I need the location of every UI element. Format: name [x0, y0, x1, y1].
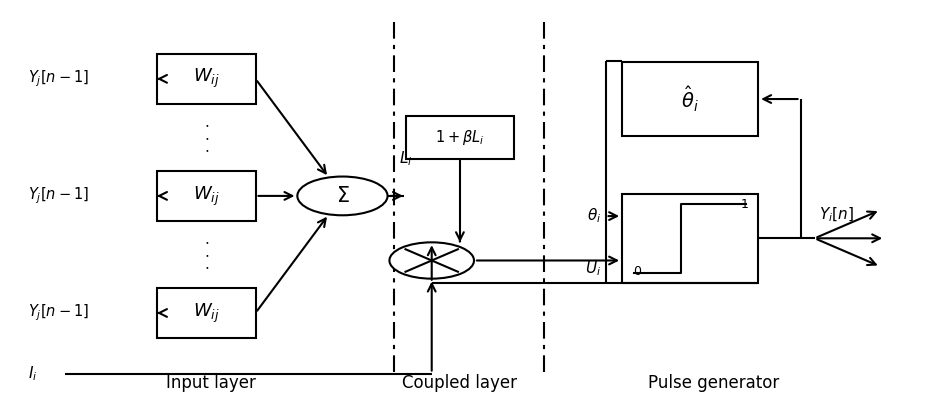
Text: 1: 1 — [741, 198, 749, 211]
Circle shape — [390, 242, 474, 279]
Text: $I_i$: $I_i$ — [27, 364, 37, 383]
Text: $Y_j[n-1]$: $Y_j[n-1]$ — [27, 303, 88, 323]
Text: Coupled layer: Coupled layer — [402, 374, 518, 392]
Text: $\hat{\theta}_i$: $\hat{\theta}_i$ — [682, 84, 699, 114]
Bar — [156, 171, 256, 221]
Text: $W_{ij}$: $W_{ij}$ — [192, 301, 220, 325]
Bar — [406, 116, 514, 159]
Text: $\Sigma$: $\Sigma$ — [336, 186, 349, 206]
Text: $\cdot$
$\cdot$
$\cdot$: $\cdot$ $\cdot$ $\cdot$ — [204, 234, 209, 274]
Text: $L_i$: $L_i$ — [399, 150, 412, 169]
Bar — [622, 62, 758, 136]
Text: Pulse generator: Pulse generator — [648, 374, 779, 392]
Text: 0: 0 — [633, 265, 641, 278]
Bar — [156, 288, 256, 338]
Text: $W_{ij}$: $W_{ij}$ — [192, 67, 220, 91]
Circle shape — [298, 176, 388, 215]
Bar — [156, 54, 256, 104]
Text: $U_i$: $U_i$ — [585, 259, 601, 278]
Text: $Y_j[n-1]$: $Y_j[n-1]$ — [27, 68, 88, 89]
Text: $1+\beta L_i$: $1+\beta L_i$ — [435, 128, 484, 147]
Text: $Y_i[n]$: $Y_i[n]$ — [819, 206, 854, 224]
Text: $W_{ij}$: $W_{ij}$ — [192, 184, 220, 208]
Bar — [622, 194, 758, 283]
Text: Input layer: Input layer — [166, 374, 256, 392]
Text: $\cdot$
$\cdot$
$\cdot$: $\cdot$ $\cdot$ $\cdot$ — [204, 117, 209, 157]
Text: $\theta_i$: $\theta_i$ — [587, 207, 601, 225]
Text: $Y_j[n-1]$: $Y_j[n-1]$ — [27, 186, 88, 206]
